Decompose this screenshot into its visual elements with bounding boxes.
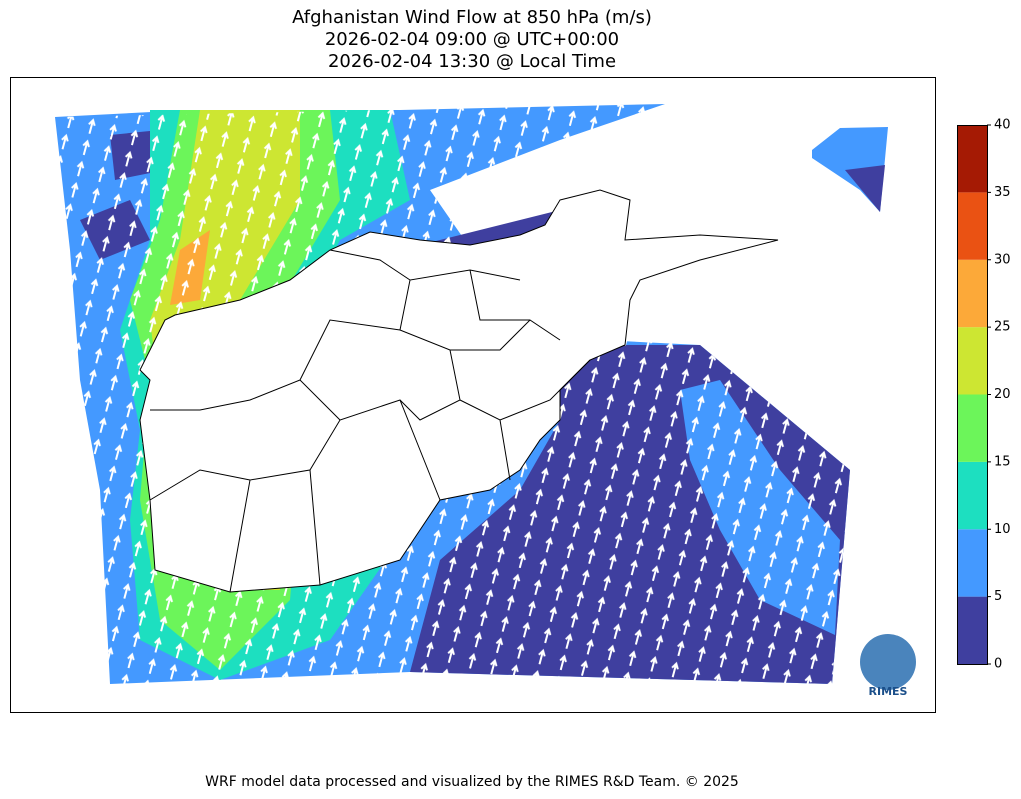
colorbar-segment xyxy=(957,125,987,193)
colorbar-tick-label: 5 xyxy=(994,589,1002,604)
colorbar-tick-label: 15 xyxy=(994,454,1011,469)
title-line: Afghanistan Wind Flow at 850 hPa (m/s) xyxy=(292,7,652,28)
colorbar-tick-label: 10 xyxy=(994,522,1011,537)
colorbar-frame xyxy=(957,125,988,665)
logo-text: RIMES xyxy=(869,685,908,698)
colorbar: 0 5 10 15 20 25 30 35 40 xyxy=(957,118,1011,672)
colorbar-segment xyxy=(957,259,987,328)
footer: WRF model data processed and visualized … xyxy=(205,774,739,790)
colorbar-segment xyxy=(957,461,987,530)
colorbar-tick-label: 35 xyxy=(994,185,1011,200)
colorbar-tick-label: 40 xyxy=(994,118,1011,133)
colorbar-tick-label: 30 xyxy=(994,252,1011,267)
colorbar-segment xyxy=(957,327,987,395)
logo-emblem xyxy=(860,634,916,690)
afghanistan-land xyxy=(139,189,779,593)
colorbar-tick-label: 0 xyxy=(994,657,1002,672)
colorbar-segment xyxy=(957,192,987,260)
wind-field xyxy=(845,165,885,212)
province-borders xyxy=(149,249,591,593)
title-line: 2026-02-04 13:30 @ Local Time xyxy=(328,51,616,72)
colorbar-tick-label: 25 xyxy=(994,320,1011,335)
title-line: 2026-02-04 09:00 @ UTC+00:00 xyxy=(325,29,619,50)
colorbar-segment xyxy=(957,394,987,462)
colorbar-segment xyxy=(957,596,987,664)
colorbar-segment xyxy=(957,529,987,597)
colorbar-tick-label: 20 xyxy=(994,387,1011,402)
wind-map xyxy=(55,104,888,684)
